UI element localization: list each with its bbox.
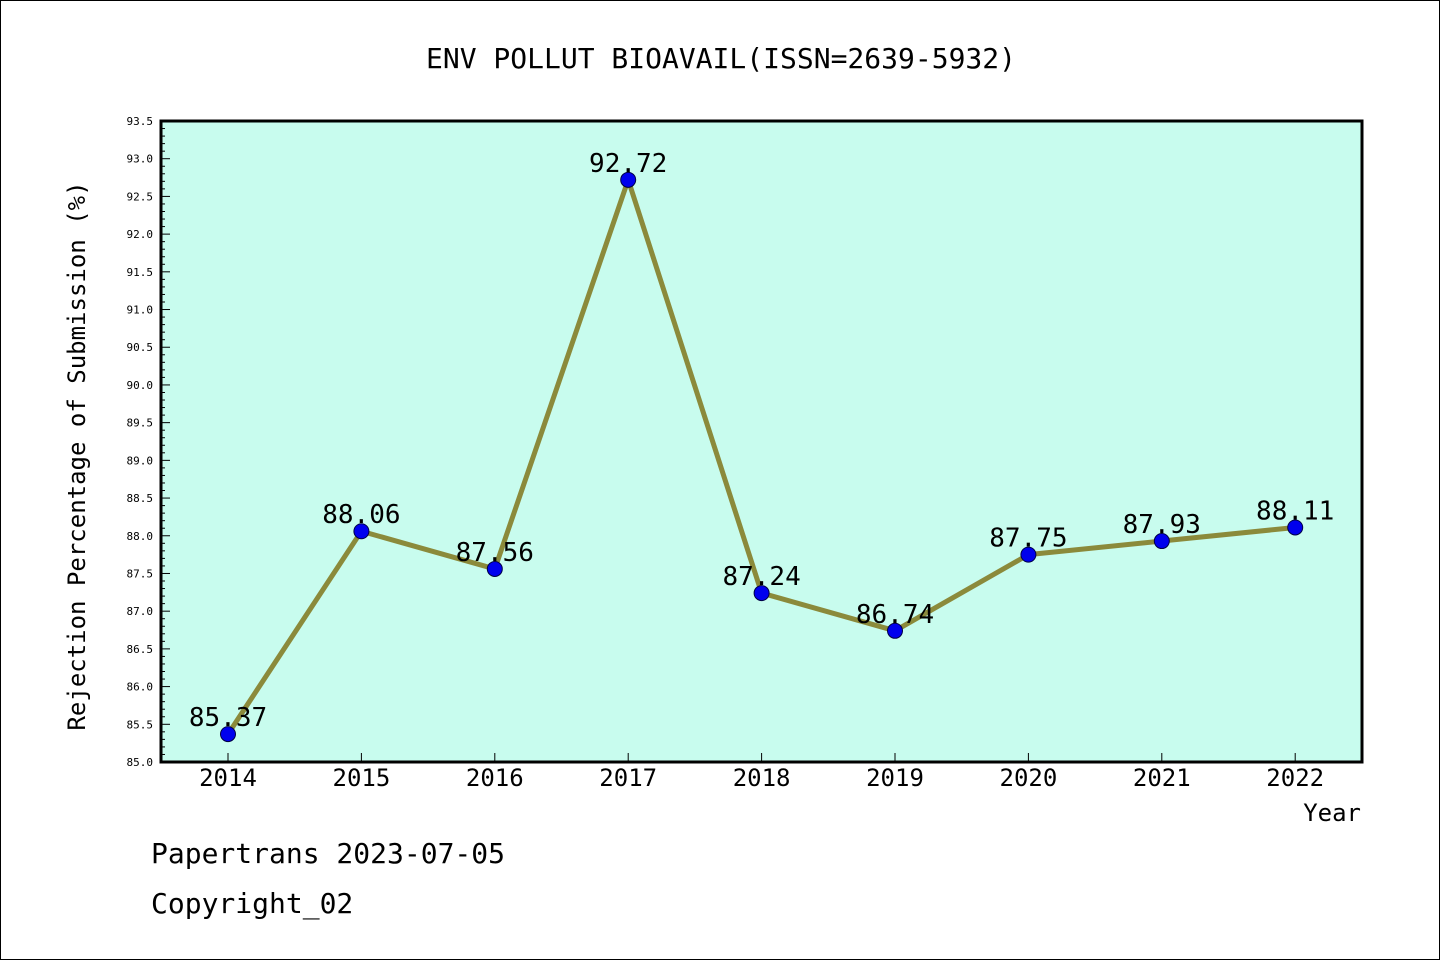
y-axis: 85.0 85.5 86.0 86.5 87.0 87.5 88.0 88.5 89.0 89.5… [127, 115, 170, 769]
x-tick-label: 2021 [1133, 764, 1191, 792]
footer-copyright-line: Copyright_02 [151, 887, 354, 920]
data-label: 88.06 [322, 500, 400, 530]
x-tick-label: 2015 [333, 764, 391, 792]
x-tick-label: 2014 [199, 764, 257, 792]
y-tick-label: 87.5 [127, 567, 154, 580]
y-tick-label: 91.5 [127, 266, 154, 279]
data-markers [220, 171, 1304, 743]
x-axis: 2014 2015 2016 2017 2018 2019 2020 2021 2022 [199, 753, 1324, 792]
data-label: 85.37 [189, 703, 267, 733]
data-label: 87.93 [1123, 510, 1201, 540]
y-axis-label: Rejection Percentage of Submission (%) [63, 181, 91, 730]
y-tick-label: 92.0 [127, 228, 154, 241]
y-tick-label: 92.5 [127, 190, 154, 203]
data-label: 87.75 [989, 524, 1067, 554]
y-tick-label: 85.5 [127, 718, 154, 731]
y-tick-label: 91.0 [127, 304, 154, 317]
data-point [620, 171, 637, 188]
x-tick-label: 2020 [1000, 764, 1058, 792]
chart-title: ENV POLLUT BIOAVAIL(ISSN=2639-5932) [426, 42, 1016, 75]
data-label: 87.56 [456, 538, 534, 568]
y-tick-label: 90.0 [127, 379, 154, 392]
y-tick-label: 90.5 [127, 341, 154, 354]
y-tick-label: 88.0 [127, 530, 154, 543]
y-tick-label: 93.5 [127, 115, 154, 128]
x-tick-label: 2022 [1266, 764, 1324, 792]
data-label: 86.74 [856, 600, 934, 630]
data-point [887, 622, 903, 639]
data-point [353, 523, 370, 540]
data-labels: 85.37 88.06 87.56 92.72 87.24 86.74 87.75 87.93… [189, 149, 1334, 733]
data-label: 87.24 [722, 562, 800, 592]
y-tick-label: 89.0 [127, 454, 154, 467]
data-point [1020, 546, 1037, 563]
x-axis-label: Year [1303, 799, 1361, 827]
data-label: 88.11 [1256, 496, 1334, 526]
y-tick-label: 85.0 [127, 756, 154, 769]
y-tick-label: 86.0 [127, 681, 154, 694]
x-tick-label: 2019 [866, 764, 924, 792]
footer-date-line: Papertrans 2023-07-05 [151, 837, 506, 870]
x-tick-label: 2016 [466, 764, 524, 792]
y-tick-label: 93.0 [127, 153, 154, 166]
y-tick-label: 86.5 [127, 643, 154, 656]
data-point [1287, 519, 1304, 536]
y-tick-label: 88.5 [127, 492, 154, 505]
y-tick-label: 87.0 [127, 605, 154, 618]
plot-area [159, 119, 1364, 764]
x-tick-label: 2018 [733, 764, 791, 792]
x-tick-label: 2017 [599, 764, 657, 792]
y-tick-label: 89.5 [127, 417, 154, 430]
data-point [753, 585, 770, 602]
data-point [1153, 533, 1170, 550]
data-point [486, 560, 503, 577]
data-point [220, 726, 236, 743]
data-label: 92.72 [589, 149, 667, 179]
